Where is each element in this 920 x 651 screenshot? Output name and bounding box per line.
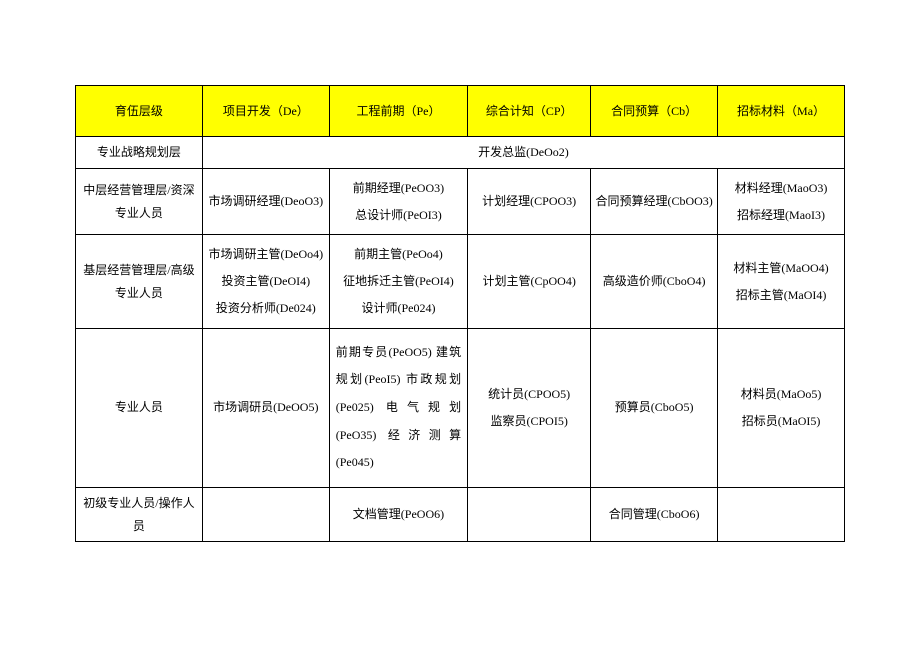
cell-line: 材料主管(MaOO4) <box>720 257 842 280</box>
cell-line: 前期经理(PeOO3) <box>332 177 465 200</box>
cell-level: 专业人员 <box>76 328 203 487</box>
cell-line: 招标经理(MaoI3) <box>720 204 842 227</box>
cell-pe: 前期经理(PeOO3) 总设计师(PeOI3) <box>329 168 467 235</box>
cell-cp: 统计员(CPOO5) 监察员(CPOI5) <box>468 328 591 487</box>
cell-line: 征地拆迁主管(PeOI4) <box>332 270 465 293</box>
table-row: 初级专业人员/操作人员 文档管理(PeOO6) 合同管理(CboO6) <box>76 487 845 542</box>
cell-ma <box>718 487 845 542</box>
table-row: 专业战略规划层 开发总监(DeOo2) <box>76 137 845 169</box>
col-header-cp: 综合计知（CP） <box>468 86 591 137</box>
cell-line: 材料经理(MaoO3) <box>720 177 842 200</box>
cell-ma: 材料主管(MaOO4) 招标主管(MaOI4) <box>718 235 845 328</box>
col-header-de: 项目开发（De） <box>202 86 329 137</box>
cell-line: 材料员(MaOo5) <box>720 383 842 406</box>
cell-de: 市场调研经理(DeoO3) <box>202 168 329 235</box>
cell-de: 市场调研主管(DeOo4) 投资主管(DeOI4) 投资分析师(De024) <box>202 235 329 328</box>
cell-pe: 文档管理(PeOO6) <box>329 487 467 542</box>
cell-de: 市场调研员(DeOO5) <box>202 328 329 487</box>
cell-cb: 高级造价师(CboO4) <box>591 235 718 328</box>
cell-cb: 合同管理(CboO6) <box>591 487 718 542</box>
cell-line: 市场调研主管(DeOo4) <box>205 243 327 266</box>
document-page: 育伍层级 项目开发（De） 工程前期（Pe） 综合计知（CP） 合同预算（Cb）… <box>0 0 920 651</box>
cell-merged-director: 开发总监(DeOo2) <box>202 137 844 169</box>
table-row: 专业人员 市场调研员(DeOO5) 前期专员(PeOO5) 建筑规划(PeoI5… <box>76 328 845 487</box>
cell-line: 监察员(CPOI5) <box>470 410 588 433</box>
cell-level: 基层经营管理层/高级专业人员 <box>76 235 203 328</box>
cell-level: 专业战略规划层 <box>76 137 203 169</box>
cell-pe: 前期专员(PeOO5) 建筑规划(PeoI5) 市政规划 (Pe025) 电气规… <box>329 328 467 487</box>
cell-cp: 计划经理(CPOO3) <box>468 168 591 235</box>
cell-cp <box>468 487 591 542</box>
cell-de <box>202 487 329 542</box>
col-header-level: 育伍层级 <box>76 86 203 137</box>
cell-cp: 计划主管(CpOO4) <box>468 235 591 328</box>
cell-line: 前期专员(PeOO5) 建筑规划(PeoI5) 市政规划 (Pe025) 电气规… <box>336 345 461 469</box>
col-header-cb: 合同预算（Cb） <box>591 86 718 137</box>
table-header-row: 育伍层级 项目开发（De） 工程前期（Pe） 综合计知（CP） 合同预算（Cb）… <box>76 86 845 137</box>
col-header-pe: 工程前期（Pe） <box>329 86 467 137</box>
cell-line: 设计师(Pe024) <box>332 297 465 320</box>
cell-line: 投资分析师(De024) <box>205 297 327 320</box>
org-table: 育伍层级 项目开发（De） 工程前期（Pe） 综合计知（CP） 合同预算（Cb）… <box>75 85 845 542</box>
col-header-ma: 招标材料（Ma） <box>718 86 845 137</box>
cell-level: 初级专业人员/操作人员 <box>76 487 203 542</box>
cell-line: 总设计师(PeOI3) <box>332 204 465 227</box>
cell-cb: 预算员(CboO5) <box>591 328 718 487</box>
cell-line: 招标主管(MaOI4) <box>720 284 842 307</box>
cell-pe: 前期主管(PeOo4) 征地拆迁主管(PeOI4) 设计师(Pe024) <box>329 235 467 328</box>
cell-ma: 材料员(MaOo5) 招标员(MaOI5) <box>718 328 845 487</box>
cell-cb: 合同预算经理(CbOO3) <box>591 168 718 235</box>
cell-ma: 材料经理(MaoO3) 招标经理(MaoI3) <box>718 168 845 235</box>
cell-line: 投资主管(DeOI4) <box>205 270 327 293</box>
cell-line: 统计员(CPOO5) <box>470 383 588 406</box>
cell-line: 前期主管(PeOo4) <box>332 243 465 266</box>
cell-line: 招标员(MaOI5) <box>720 410 842 433</box>
table-row: 中层经营管理层/资深专业人员 市场调研经理(DeoO3) 前期经理(PeOO3)… <box>76 168 845 235</box>
cell-level: 中层经营管理层/资深专业人员 <box>76 168 203 235</box>
table-row: 基层经营管理层/高级专业人员 市场调研主管(DeOo4) 投资主管(DeOI4)… <box>76 235 845 328</box>
